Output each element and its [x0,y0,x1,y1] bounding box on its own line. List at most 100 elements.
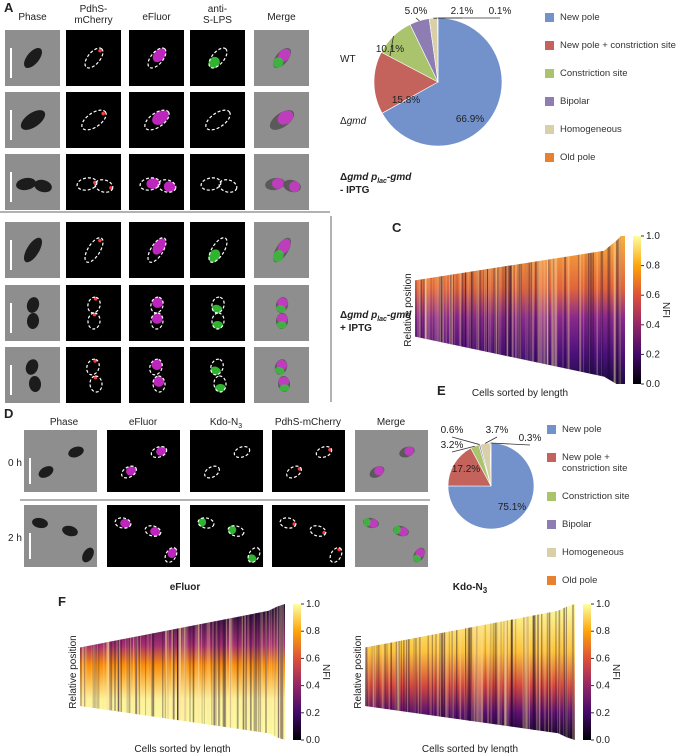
signal [398,527,409,537]
cell [82,547,94,563]
leader-line [451,436,480,445]
legend-item: Constriction site [545,68,676,79]
signal [279,384,290,392]
cell [265,177,285,191]
signal [277,238,291,255]
cell-outline [247,547,261,563]
signal [152,110,169,125]
cell [89,375,103,393]
micrograph [66,92,121,148]
colorbar-tick-label: 1.0 [646,231,660,242]
legend: New pole New pole + constriction site Cons… [545,12,676,180]
value-label: 15.8% [392,95,420,106]
micrograph [272,505,345,567]
signal [277,297,288,308]
column-header: eFluor [142,12,171,23]
colorbar-tick-label: 0.2 [596,708,610,719]
leader-line [451,445,475,453]
cell [147,47,167,69]
cell-outline [329,547,343,563]
cell [20,110,46,130]
value-label: 0.1% [489,6,512,17]
value-label: 5.0% [405,6,428,17]
signal [152,297,164,308]
micrograph [66,30,121,86]
cell-body [34,179,52,193]
leader-line [490,442,531,446]
gene: gmd [347,116,367,127]
cell [28,376,42,392]
cell [208,47,228,69]
cell [34,179,52,193]
condition: + IPTG [340,323,372,334]
colorbar-tick-label: 0.8 [596,626,610,637]
signal [152,48,166,63]
column-header: PdhS-mCherry [275,417,341,428]
cell-body [38,466,54,478]
legend-swatch [547,520,556,529]
micrograph [5,285,60,341]
y-axis-label: Relative position [353,635,364,708]
cell [26,297,40,313]
signal [208,56,220,69]
cell [399,446,415,458]
legend-text: Homogeneous [560,124,622,135]
cell [62,525,78,537]
cell [369,466,385,478]
micrograph [190,92,245,148]
cell-outline [150,296,164,314]
signal [120,518,131,528]
cell-outline [89,375,103,393]
signal [289,181,301,193]
legend-swatch [547,425,556,434]
signal [368,518,379,528]
cell-outline [144,525,162,537]
demograph-title: Kdo-N3 [453,582,488,595]
value-label: 10.1% [376,44,404,55]
cell-outline [205,109,231,131]
cell-outline [150,312,164,330]
signal [276,321,287,329]
signal [98,48,102,53]
cell [197,517,215,529]
cell [205,109,231,131]
cell-outline [286,465,302,479]
cell-body [32,517,48,529]
signal [98,238,102,243]
header-sub: 3 [238,423,242,430]
micrograph [107,505,180,567]
legend-text: Constriction site [560,68,628,79]
signal [363,518,371,527]
legend-text: Old pole [560,152,596,163]
colorbar-tick-label: 0.4 [306,681,320,692]
cell-outline [233,445,251,459]
cell-outline [139,177,161,191]
pie-slice [381,17,503,147]
colorbar-tick-label: 0.2 [646,349,660,360]
value-label: 2.1% [451,6,474,17]
title-sub: 3 [483,586,488,595]
delta: Δ [340,116,347,127]
cell-outline [197,517,215,529]
signal [272,57,284,68]
signal [146,178,160,189]
cell-outline [94,179,114,193]
signal [153,376,165,387]
legend-text: Homogeneous [562,547,624,558]
column-header: Phase [18,12,47,23]
cell [16,177,36,191]
cell [139,177,161,191]
time-label: 2 h [8,533,22,544]
legend-swatch [547,548,556,557]
cell-outline [164,547,178,563]
colorbar-tick-label: 0.4 [596,681,610,692]
cell-outline [208,47,228,69]
legend-text: Old pole [562,575,598,586]
cell-body [68,446,84,458]
cell [84,47,104,69]
cell [121,465,137,479]
signal [151,359,163,370]
delta: Δ [340,310,347,321]
demograph [80,604,285,740]
legend-item: Bipolar [547,519,667,530]
